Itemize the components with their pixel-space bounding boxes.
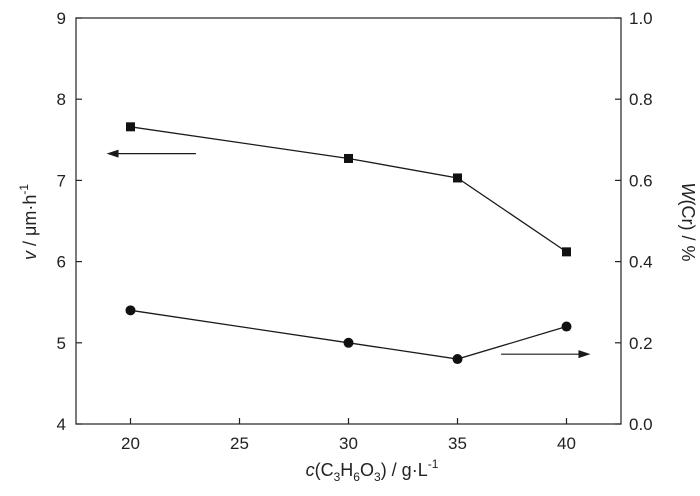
circle-data-point	[343, 337, 354, 348]
left-y-axis-title-sup: -1	[17, 184, 31, 195]
left-y-axis-title-italic: v	[20, 250, 40, 260]
x-axis-title-o: O	[360, 460, 374, 480]
circle-data-point	[452, 354, 463, 365]
x-axis-ticks: 20 25 30 35 40	[121, 418, 576, 453]
x-tick-label: 30	[339, 434, 358, 453]
square-data-point	[126, 122, 135, 132]
right-y-tick-label: 0.2	[629, 334, 653, 353]
left-y-axis-title-rest: / μm·h	[20, 195, 40, 251]
square-data-point	[344, 153, 353, 163]
left-y-axis-title: v / μm·h-1	[17, 184, 40, 260]
x-tick-label: 25	[230, 434, 249, 453]
square-data-point	[562, 247, 571, 257]
left-y-tick-label: 7	[57, 171, 66, 190]
x-tick-label: 40	[557, 434, 576, 453]
right-y-axis-title-rest: (Cr) / %	[678, 200, 698, 262]
circle-data-point	[125, 305, 136, 316]
circle-data-point	[561, 321, 572, 332]
series-line-square	[130, 126, 567, 253]
right-y-tick-label: 0.0	[629, 415, 653, 434]
right-y-tick-label: 0.4	[629, 253, 653, 272]
series-line-circle	[130, 309, 567, 360]
x-axis-title-sup: -1	[428, 457, 439, 471]
arrow-to-right-axis	[501, 350, 591, 359]
arrow-head	[578, 350, 591, 359]
right-y-tick-label: 0.8	[629, 90, 653, 109]
left-y-tick-label: 6	[57, 253, 66, 272]
arrow-layer	[106, 149, 591, 359]
arrow-to-left-axis	[106, 149, 196, 158]
x-tick-label: 20	[121, 434, 140, 453]
x-axis-title-sub1: 3	[334, 470, 341, 484]
x-axis-title-h: H	[340, 460, 353, 480]
plot-frame	[75, 17, 622, 425]
x-axis-title: c(C3H6O3) / g·L-1	[306, 457, 439, 484]
plot-border	[75, 17, 622, 425]
left-y-tick-label: 9	[57, 9, 66, 28]
right-y-axis-ticks: 0.0 0.2 0.4 0.6 0.8 1.0	[615, 9, 653, 434]
left-y-axis-ticks: 4 5 6 7 8 9	[57, 9, 82, 434]
square-data-point	[453, 173, 462, 183]
x-axis-title-open: (C	[315, 460, 334, 480]
x-axis-title-sub3: 3	[374, 470, 381, 484]
arrow-head	[106, 149, 119, 158]
left-y-tick-label: 8	[57, 90, 66, 109]
right-y-tick-label: 1.0	[629, 9, 653, 28]
x-axis-title-italic: c	[306, 460, 315, 480]
x-axis-title-sub2: 6	[353, 470, 360, 484]
right-y-axis-title-italic: W	[678, 183, 698, 202]
left-y-tick-label: 5	[57, 334, 66, 353]
right-y-axis-title: W(Cr) / %	[678, 183, 698, 262]
series-layer	[125, 122, 572, 365]
left-y-tick-label: 4	[57, 415, 66, 434]
right-y-tick-label: 0.6	[629, 171, 653, 190]
x-axis-title-close: ) / g·L	[381, 460, 428, 480]
x-tick-label: 35	[448, 434, 467, 453]
